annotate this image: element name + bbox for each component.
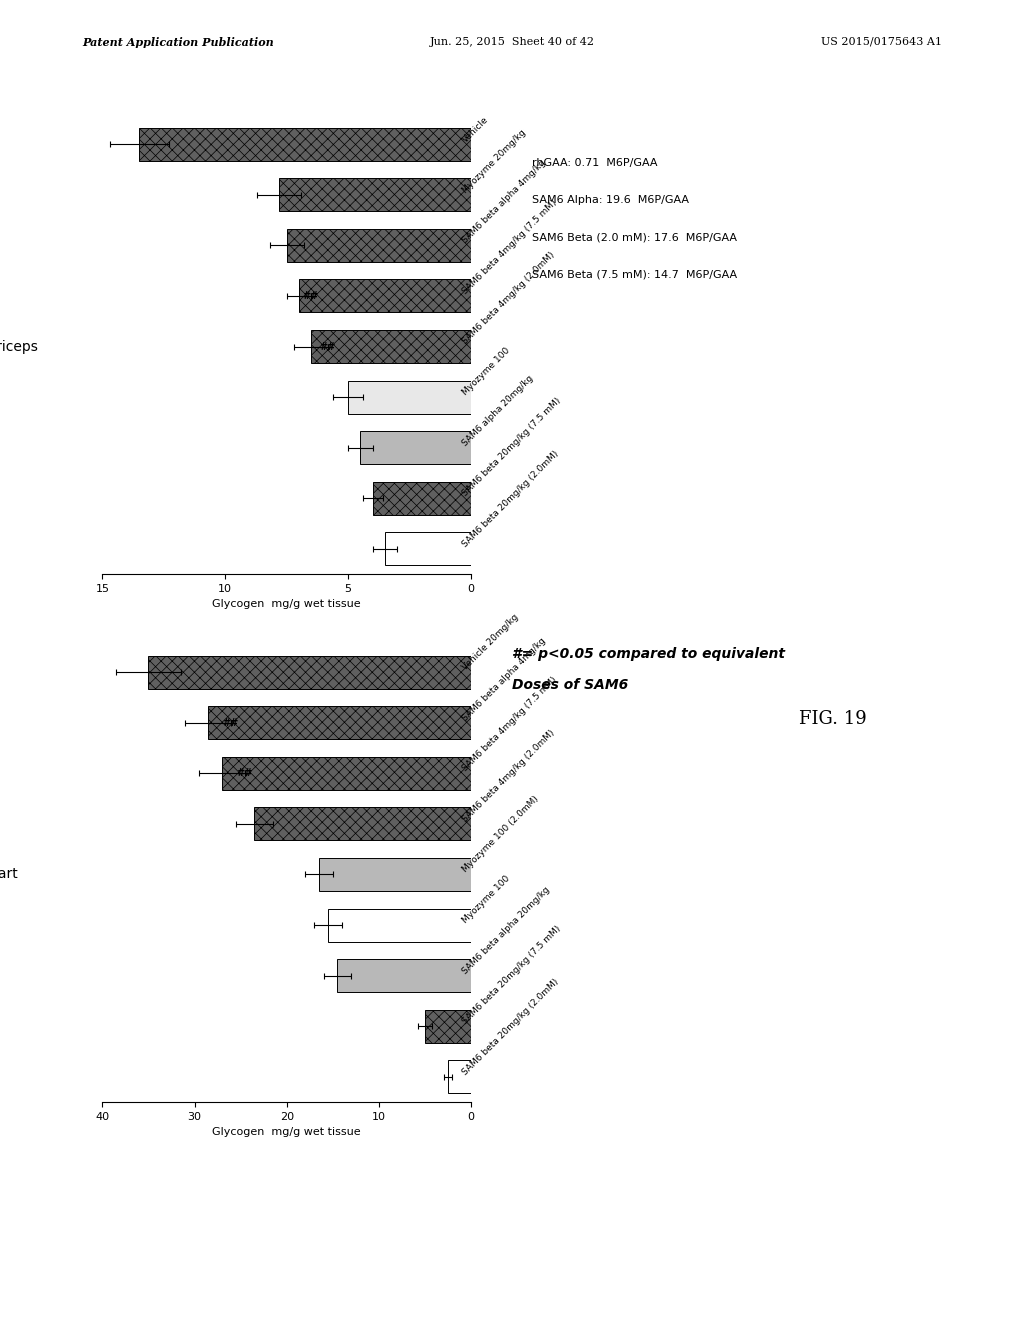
Text: Myozyme 100 (2.0mM): Myozyme 100 (2.0mM) <box>461 795 541 874</box>
Text: SAM6 beta alpha 4mg/kg: SAM6 beta alpha 4mg/kg <box>461 636 548 722</box>
Text: SAM6 beta 20mg/kg (7.5 mM): SAM6 beta 20mg/kg (7.5 mM) <box>461 924 563 1026</box>
Text: SAM6 beta alpha 4mg/kg: SAM6 beta alpha 4mg/kg <box>461 158 548 246</box>
Bar <box>139 128 471 161</box>
Bar <box>447 1060 471 1093</box>
Bar <box>222 756 471 789</box>
Text: SAM6 beta alpha 20mg/kg: SAM6 beta alpha 20mg/kg <box>461 884 552 975</box>
Bar <box>148 656 471 689</box>
Text: Myozyme 100: Myozyme 100 <box>461 874 512 925</box>
Text: ##: ## <box>302 290 318 301</box>
Text: FIG. 19: FIG. 19 <box>799 710 866 729</box>
X-axis label: Glycogen  mg/g wet tissue: Glycogen mg/g wet tissue <box>212 1127 361 1138</box>
Text: SAM6 beta 4mg/kg (2.0mM): SAM6 beta 4mg/kg (2.0mM) <box>461 729 557 824</box>
Text: Myozyme 20mg/kg: Myozyme 20mg/kg <box>461 128 528 195</box>
Text: SAM6 beta 20mg/kg (2.0mM): SAM6 beta 20mg/kg (2.0mM) <box>461 449 561 549</box>
Text: ##: ## <box>222 718 239 727</box>
Bar <box>311 330 471 363</box>
Text: Vehicle: Vehicle <box>461 115 490 144</box>
Text: SAM6 Beta (2.0 mM): 17.6  M6P/GAA: SAM6 Beta (2.0 mM): 17.6 M6P/GAA <box>532 232 737 243</box>
Text: Jun. 25, 2015  Sheet 40 of 42: Jun. 25, 2015 Sheet 40 of 42 <box>430 37 595 48</box>
Bar <box>254 808 471 841</box>
Text: Myozyme 100: Myozyme 100 <box>461 346 512 397</box>
Text: Patent Application Publication: Patent Application Publication <box>82 37 273 48</box>
X-axis label: Glycogen  mg/g wet tissue: Glycogen mg/g wet tissue <box>212 599 361 610</box>
Bar <box>348 380 471 413</box>
Text: SAM6 beta 20mg/kg (2.0mM): SAM6 beta 20mg/kg (2.0mM) <box>461 977 561 1077</box>
Text: Heart: Heart <box>0 867 18 882</box>
Text: SAM6 Alpha: 19.6  M6P/GAA: SAM6 Alpha: 19.6 M6P/GAA <box>532 195 689 206</box>
Text: ##: ## <box>237 768 253 779</box>
Bar <box>425 1010 471 1043</box>
Text: SAM6 beta 4mg/kg (7.5 mM): SAM6 beta 4mg/kg (7.5 mM) <box>461 198 559 296</box>
Text: SAM6 alpha 20mg/kg: SAM6 alpha 20mg/kg <box>461 374 536 447</box>
Text: rhGAA: 0.71  M6P/GAA: rhGAA: 0.71 M6P/GAA <box>532 158 658 169</box>
Text: SAM6 beta 4mg/kg (2.0mM): SAM6 beta 4mg/kg (2.0mM) <box>461 251 557 346</box>
Text: #= p<0.05 compared to equivalent: #= p<0.05 compared to equivalent <box>512 647 785 661</box>
Bar <box>385 532 471 565</box>
Bar <box>360 432 471 465</box>
Text: Quadriceps: Quadriceps <box>0 339 39 354</box>
Bar <box>319 858 471 891</box>
Text: SAM6 beta 20mg/kg (7.5 mM): SAM6 beta 20mg/kg (7.5 mM) <box>461 396 563 498</box>
Text: Doses of SAM6: Doses of SAM6 <box>512 678 629 693</box>
Bar <box>328 908 471 941</box>
Bar <box>280 178 471 211</box>
Bar <box>208 706 471 739</box>
Text: SAM6 beta 4mg/kg (7.5 mM): SAM6 beta 4mg/kg (7.5 mM) <box>461 676 559 774</box>
Text: US 2015/0175643 A1: US 2015/0175643 A1 <box>821 37 942 48</box>
Bar <box>373 482 471 515</box>
Bar <box>338 960 471 993</box>
Bar <box>299 280 471 313</box>
Text: SAM6 Beta (7.5 mM): 14.7  M6P/GAA: SAM6 Beta (7.5 mM): 14.7 M6P/GAA <box>532 269 737 280</box>
Bar <box>287 228 471 261</box>
Text: Vehicle 20mg/kg: Vehicle 20mg/kg <box>461 612 520 672</box>
Text: ##: ## <box>319 342 336 351</box>
